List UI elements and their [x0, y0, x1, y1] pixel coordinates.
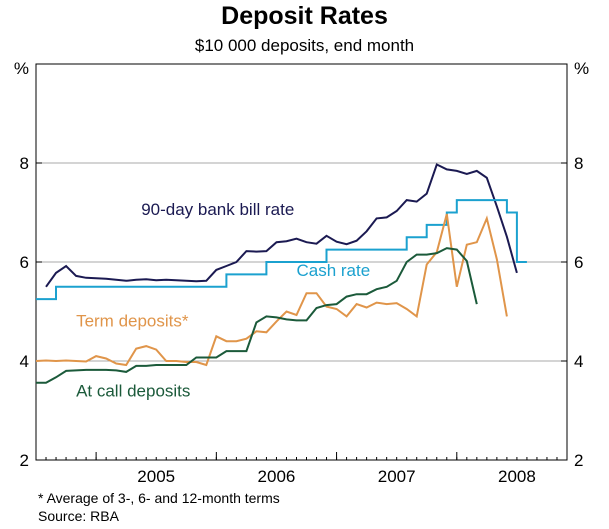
series-label-0: 90-day bank bill rate — [141, 200, 294, 219]
y-unit-left: % — [14, 59, 29, 78]
y-tick-right-6: 6 — [574, 253, 583, 272]
series-line-0 — [45, 163, 518, 288]
y-tick-right-8: 8 — [574, 154, 583, 173]
x-tick-label-2005: 2005 — [137, 467, 175, 486]
series-line-1 — [36, 199, 527, 301]
y-tick-right-2: 2 — [574, 451, 583, 470]
y-tick-left-4: 4 — [20, 352, 29, 371]
footnote-term-definition: * Average of 3-, 6- and 12-month terms — [38, 490, 280, 506]
y-unit-right: % — [574, 59, 589, 78]
series-line-2 — [35, 213, 508, 367]
y-tick-left-8: 8 — [20, 154, 29, 173]
y-tick-right-4: 4 — [574, 352, 583, 371]
footnote-source: Source: RBA — [38, 508, 119, 524]
y-tick-left-6: 6 — [20, 253, 29, 272]
x-tick-label-2008: 2008 — [498, 467, 536, 486]
x-tick-label-2006: 2006 — [258, 467, 296, 486]
series-line-3 — [36, 247, 478, 384]
series-label-1: Cash rate — [296, 261, 370, 280]
series-label-2: Term deposits* — [76, 311, 189, 330]
chart-title: Deposit Rates — [221, 2, 388, 30]
chart-subtitle: $10 000 deposits, end month — [194, 36, 415, 55]
x-tick-label-2007: 2007 — [378, 467, 416, 486]
y-tick-left-2: 2 — [20, 451, 29, 470]
series-label-3: At call deposits — [76, 382, 190, 401]
